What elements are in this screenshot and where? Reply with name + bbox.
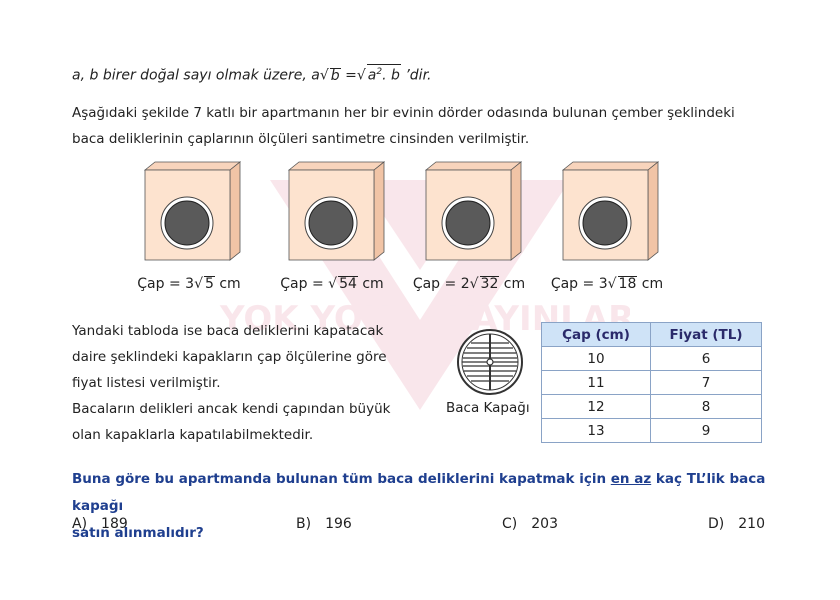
chimney-box-1	[143, 161, 242, 261]
given-equals: =	[340, 67, 357, 84]
hole-caption-4: Çap = 3√ 18 cm	[550, 276, 664, 292]
table-header-row: Çap (cm) Fiyat (TL)	[541, 322, 762, 347]
given-suffix: ’dir.	[400, 67, 432, 84]
cell-diameter: 10	[541, 346, 651, 371]
intro-line-1: Aşağıdaki şekilde 7 katlı bir apartmanın…	[72, 105, 735, 121]
chimney-box-4	[561, 161, 660, 261]
chimney-boxes	[143, 161, 660, 261]
given-radicand-2: a2. b	[366, 64, 401, 83]
para2-line-5: olan kapaklarla kapatılabilmektedir.	[72, 427, 314, 443]
choice-c[interactable]: C) 203	[502, 516, 558, 532]
para2-line-4: Bacaların delikleri ancak kendi çapından…	[72, 401, 391, 417]
table-row: 12 8	[541, 394, 762, 419]
price-table: Çap (cm) Fiyat (TL) 10 6 11 7 12 8 13 9	[541, 322, 762, 443]
header-diameter: Çap (cm)	[541, 322, 651, 347]
given-prefix: a, b birer doğal sayı olmak üzere, a	[72, 67, 320, 84]
given-statement: a, b birer doğal sayı olmak üzere, a√ b =…	[72, 64, 432, 84]
header-price: Fiyat (TL)	[650, 322, 762, 347]
table-row: 13 9	[541, 418, 762, 443]
given-radicand-1: b	[329, 67, 341, 84]
table-row: 10 6	[541, 346, 762, 371]
cell-price: 6	[650, 346, 762, 371]
para2-line-1: Yandaki tabloda ise baca deliklerini kap…	[72, 323, 384, 339]
intro-line-2: baca deliklerinin çaplarının ölçüleri sa…	[72, 131, 530, 147]
cell-diameter: 11	[541, 370, 651, 395]
cell-price: 7	[650, 370, 762, 395]
para2-line-3: fiyat listesi verilmiştir.	[72, 375, 221, 391]
chimney-box-3	[424, 161, 523, 261]
intro-paragraph: Aşağıdaki şekilde 7 katlı bir apartmanın…	[72, 100, 772, 152]
chimney-box-2	[287, 161, 386, 261]
question-text: Buna göre bu apartmanda bulunan tüm baca…	[72, 471, 766, 541]
choice-a[interactable]: A) 189	[72, 516, 128, 532]
table-row: 11 7	[541, 370, 762, 395]
choice-b[interactable]: B) 196	[296, 516, 352, 532]
hole-caption-3: Çap = 2√ 32 cm	[412, 276, 526, 292]
price-paragraph: Yandaki tabloda ise baca deliklerini kap…	[72, 318, 417, 448]
hole-caption-2: Çap = √ 54 cm	[280, 276, 384, 292]
choice-d[interactable]: D) 210	[708, 516, 765, 532]
hole-caption-1: Çap = 3√ 5 cm	[137, 276, 241, 292]
cell-price: 8	[650, 394, 762, 419]
watermark-left-text: YOK YOK	[219, 299, 391, 339]
cell-price: 9	[650, 418, 762, 443]
para2-line-2: daire şeklindeki kapakların çap ölçüleri…	[72, 349, 387, 365]
chimney-lid-icon	[457, 329, 523, 395]
cell-diameter: 13	[541, 418, 651, 443]
cell-diameter: 12	[541, 394, 651, 419]
lid-label: Baca Kapağı	[446, 400, 530, 416]
question-emphasis: en az	[610, 471, 652, 487]
